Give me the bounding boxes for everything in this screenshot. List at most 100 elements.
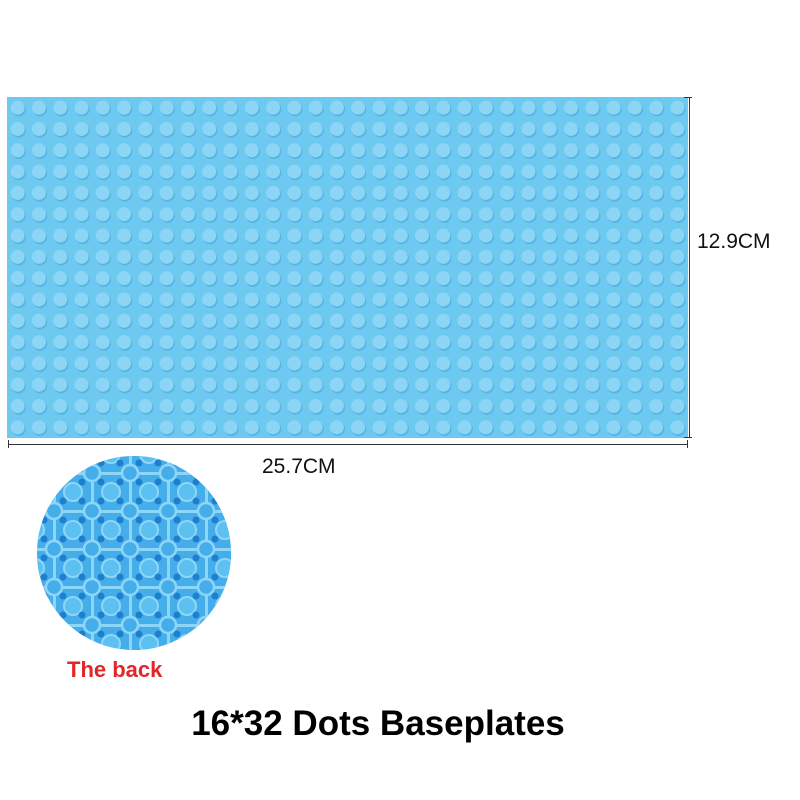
product-title: 16*32 Dots Baseplates <box>191 704 565 743</box>
back-hole <box>230 649 231 650</box>
stud <box>223 185 238 200</box>
stud <box>478 164 493 179</box>
stud <box>670 228 685 243</box>
back-hole <box>116 630 124 638</box>
stud <box>500 399 515 414</box>
stud <box>393 271 408 286</box>
stud <box>414 185 429 200</box>
stud <box>521 164 536 179</box>
stud <box>31 420 46 435</box>
stud <box>138 100 153 115</box>
back-tube <box>44 539 64 559</box>
back-hole <box>230 535 231 543</box>
stud <box>308 335 323 350</box>
back-tube <box>82 615 102 635</box>
back-tube <box>177 596 197 616</box>
back-tube <box>139 520 159 540</box>
back-hole <box>40 649 48 650</box>
stud <box>95 420 110 435</box>
stud <box>563 228 578 243</box>
stud <box>329 143 344 158</box>
stud <box>202 271 217 286</box>
stud <box>606 377 621 392</box>
stud <box>10 228 25 243</box>
stud <box>180 228 195 243</box>
stud <box>266 399 281 414</box>
back-hole <box>97 611 105 619</box>
stud <box>351 271 366 286</box>
back-tube <box>82 501 102 521</box>
stud <box>670 164 685 179</box>
stud <box>159 100 174 115</box>
stud <box>627 313 642 328</box>
stud <box>649 399 664 414</box>
stud <box>670 271 685 286</box>
stud <box>563 100 578 115</box>
stud <box>117 313 132 328</box>
stud <box>223 377 238 392</box>
back-hole <box>78 497 86 505</box>
stud <box>159 292 174 307</box>
back-hole <box>97 516 105 524</box>
stud <box>74 335 89 350</box>
stud <box>138 420 153 435</box>
stud <box>244 249 259 264</box>
back-hole <box>135 554 143 562</box>
stud <box>500 271 515 286</box>
stud <box>287 121 302 136</box>
stud <box>53 292 68 307</box>
back-hole <box>192 592 200 600</box>
stud <box>180 207 195 222</box>
back-tube <box>215 456 231 464</box>
stud <box>308 377 323 392</box>
stud <box>500 377 515 392</box>
back-tube <box>37 634 45 650</box>
stud <box>585 228 600 243</box>
back-hole <box>116 573 124 581</box>
stud <box>308 313 323 328</box>
back-tube <box>37 456 45 464</box>
stud <box>372 420 387 435</box>
stud <box>351 313 366 328</box>
stud <box>436 143 451 158</box>
stud <box>393 207 408 222</box>
stud <box>585 313 600 328</box>
back-tube <box>37 596 45 616</box>
stud <box>287 164 302 179</box>
stud <box>244 100 259 115</box>
stud <box>351 100 366 115</box>
stud <box>10 292 25 307</box>
stud <box>393 143 408 158</box>
back-tube <box>196 577 216 597</box>
stud <box>287 100 302 115</box>
stud <box>542 399 557 414</box>
stud <box>585 377 600 392</box>
stud <box>223 249 238 264</box>
stud <box>180 313 195 328</box>
stud <box>372 207 387 222</box>
stud <box>670 143 685 158</box>
stud <box>138 121 153 136</box>
stud <box>202 399 217 414</box>
stud <box>202 164 217 179</box>
stud <box>10 313 25 328</box>
stud <box>74 377 89 392</box>
back-hole <box>173 630 181 638</box>
stud <box>478 249 493 264</box>
stud <box>606 313 621 328</box>
stud <box>138 313 153 328</box>
stud <box>95 271 110 286</box>
stud <box>478 313 493 328</box>
stud <box>180 249 195 264</box>
stud <box>266 164 281 179</box>
back-hole <box>154 535 162 543</box>
stud <box>542 420 557 435</box>
stud <box>308 207 323 222</box>
stud <box>627 292 642 307</box>
stud <box>202 335 217 350</box>
stud <box>31 313 46 328</box>
stud <box>585 356 600 371</box>
stud <box>95 100 110 115</box>
stud <box>53 399 68 414</box>
stud <box>138 271 153 286</box>
